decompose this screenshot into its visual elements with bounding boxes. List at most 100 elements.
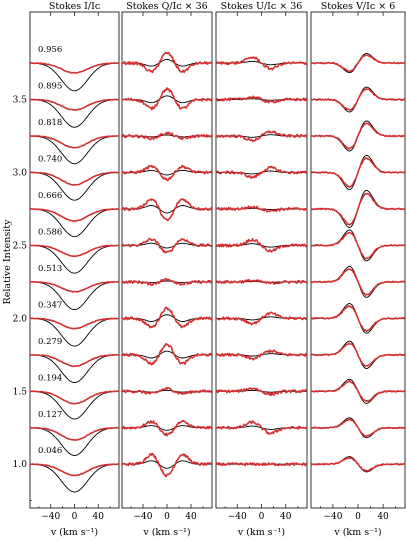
x-tick-label: −40: [323, 512, 342, 522]
panel-title-v: Stokes V/Iᴄ × 6: [321, 1, 396, 12]
observed-profile-i: [29, 208, 120, 222]
observed-profile-i: [29, 463, 120, 477]
observed-profile-v: [311, 54, 406, 73]
observed-profile-q: [121, 277, 213, 287]
phase-label: 0.279: [38, 337, 62, 347]
phase-label: 0.194: [38, 373, 62, 383]
x-axis-label: v (km s⁻¹): [50, 527, 98, 538]
panel-frame: [310, 11, 406, 509]
y-tick-label: 1.5: [13, 387, 28, 397]
observed-profile-v: [310, 192, 406, 226]
observed-profile-i: [30, 244, 120, 258]
model-profile-i: [29, 317, 120, 347]
phase-label: 0.956: [38, 45, 62, 55]
observed-profile-v: [310, 456, 406, 472]
x-axis-label: v (km s⁻¹): [333, 527, 381, 538]
model-profile-i: [30, 463, 119, 493]
observed-profile-i: [29, 61, 120, 74]
observed-profile-v: [310, 418, 406, 438]
observed-profile-q: [121, 342, 213, 366]
observed-profile-i: [29, 171, 120, 186]
observed-profile-u: [215, 238, 308, 253]
model-profile-i: [29, 62, 120, 92]
x-tick-label: 40: [280, 512, 292, 522]
model-profile-i: [30, 245, 119, 274]
observed-profile-i: [29, 135, 120, 149]
phase-label: 0.347: [38, 300, 62, 310]
model-profile-i: [30, 172, 119, 201]
y-tick-label: 3.0: [13, 168, 28, 178]
x-axis-label: v (km s⁻¹): [237, 527, 285, 538]
observed-profile-u: [215, 56, 308, 71]
observed-profile-i: [29, 353, 120, 368]
observed-profile-u: [215, 349, 308, 361]
phase-label: 0.127: [38, 410, 62, 420]
observed-profile-i: [29, 426, 120, 441]
observed-profile-v: [310, 231, 405, 260]
x-tick-label: 40: [93, 512, 105, 522]
phase-label: 0.513: [38, 264, 62, 274]
x-tick-label: −40: [134, 512, 153, 522]
observed-profile-i: [29, 98, 120, 111]
observed-profile-v: [311, 379, 406, 403]
panel-stokes-q: Stokes Q/Iᴄ × 36 −40 0 40 v (km s⁻¹): [121, 1, 213, 538]
observed-profile-u: [215, 311, 308, 326]
observed-profile-q: [121, 386, 213, 396]
x-tick-label: 0: [259, 512, 265, 522]
observed-profile-q: [121, 51, 213, 74]
model-profile-q: [122, 460, 212, 469]
observed-profile-i: [29, 280, 120, 293]
panel-stokes-v: Stokes V/Iᴄ × 6 −40 0 40 v (km s⁻¹): [310, 1, 406, 538]
observed-profile-q: [121, 87, 213, 111]
observed-profile-q: [121, 237, 213, 254]
x-tick-label: −40: [41, 512, 60, 522]
observed-profile-q: [121, 306, 213, 329]
model-profile-i: [30, 99, 119, 128]
phase-label: 0.740: [38, 154, 62, 164]
observed-profile-v: [310, 342, 405, 367]
panel-title-q: Stokes Q/Iᴄ × 36: [126, 1, 207, 12]
y-tick-label: 2.5: [13, 241, 28, 251]
phase-label: 0.046: [38, 446, 62, 456]
panel-stokes-u: Stokes U/Iᴄ × 36 −40 0 40 v (km s⁻¹): [215, 1, 308, 538]
observed-profile-v: [310, 157, 406, 188]
observed-profile-u: [215, 130, 308, 143]
observed-profile-v: [310, 88, 406, 111]
observed-profile-v: [310, 268, 406, 296]
x-tick-label: 0: [355, 512, 361, 522]
observed-profile-u: [215, 420, 308, 435]
observed-profile-v: [310, 122, 406, 150]
y-tick-label: 3.5: [13, 96, 28, 106]
panel-frame: [215, 11, 308, 509]
x-tick-label: 0: [164, 512, 170, 522]
observed-profile-u: [215, 462, 308, 467]
model-profile-i: [30, 208, 119, 238]
model-profile-i: [30, 135, 119, 165]
x-tick-label: 0: [72, 512, 78, 522]
panels-group: Stokes I/Iᴄ −40 0 40 v (km s⁻¹) 1.0 1.5 2.0 2.5 3…: [13, 1, 406, 538]
model-profile-i: [30, 354, 119, 383]
phase-label: 0.895: [38, 82, 62, 92]
observed-profile-q: [121, 198, 213, 222]
observed-profile-q: [121, 131, 213, 141]
observed-profile-u: [215, 95, 308, 104]
observed-profile-u: [215, 205, 308, 213]
model-profile-i: [29, 427, 120, 456]
model-profile-i: [30, 390, 119, 420]
x-tick-label: 40: [377, 512, 389, 522]
observed-profile-i: [29, 317, 120, 330]
x-tick-label: −40: [228, 512, 247, 522]
observed-profile-q: [121, 164, 213, 182]
y-tick-label: 1.0: [13, 460, 28, 470]
panel-title-u: Stokes U/Iᴄ × 36: [221, 1, 303, 12]
x-axis-label: v (km s⁻¹): [142, 527, 190, 538]
y-tick-label: 2.0: [13, 314, 28, 324]
observed-profile-u: [215, 165, 308, 179]
panel-title-i: Stokes I/Iᴄ: [49, 1, 100, 12]
x-tick-label: 40: [185, 512, 197, 522]
observed-profile-q: [121, 452, 213, 478]
observed-profile-u: [215, 387, 308, 397]
phase-label: 0.666: [38, 191, 62, 201]
observed-profile-i: [30, 390, 120, 405]
